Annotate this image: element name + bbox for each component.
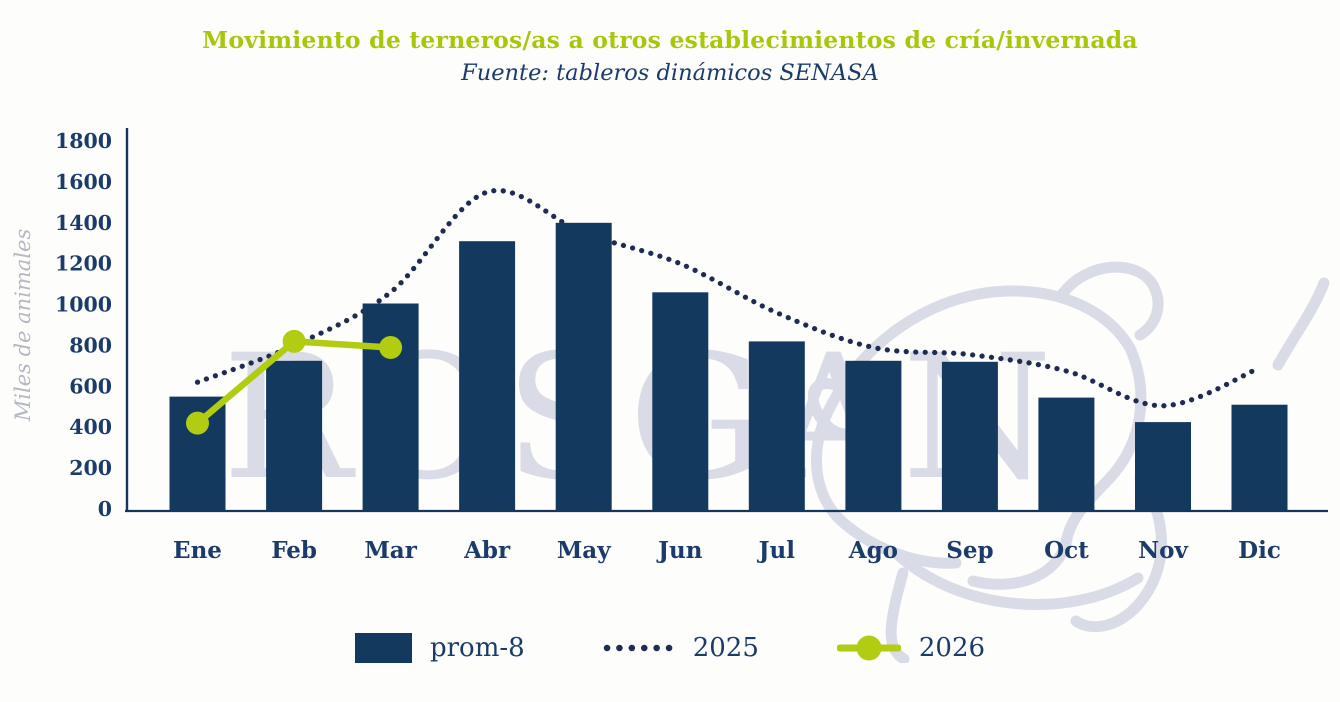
bar-may: [555, 222, 612, 512]
y-tick-200: 200: [69, 456, 112, 480]
y-tick-1000: 1000: [55, 293, 112, 317]
series-2025-dotted-line: [194, 187, 1263, 409]
x-tick-ene: Ene: [173, 537, 222, 564]
x-tick-feb: Feb: [271, 537, 317, 564]
marker-2026-0: [186, 411, 209, 435]
chart-legend: prom-8 2025 2026: [0, 633, 1340, 663]
bar-jul: [748, 341, 805, 511]
x-tick-jun: Jun: [656, 537, 703, 564]
bar-ago: [845, 360, 902, 511]
legend-label-prom8: prom-8: [429, 633, 525, 663]
x-tick-nov: Nov: [1138, 537, 1188, 564]
chart-plot-area: 0 200 400 600 800 1000 1200 1400 1600 1800 Miles d…: [11, 128, 1328, 564]
y-tick-1800: 1800: [55, 129, 112, 153]
bar-sep: [941, 361, 998, 511]
x-tick-dic: Dic: [1238, 537, 1281, 564]
bar-feb: [266, 360, 323, 511]
y-tick-labels: 0 200 400 600 800 1000 1200 1400 1600 1800: [55, 129, 112, 521]
chart-subtitle: Fuente: tableros dinámicos SENASA: [461, 60, 879, 86]
legend-item-2025: 2025: [603, 633, 759, 663]
y-tick-800: 800: [69, 333, 112, 357]
x-tick-may: May: [557, 537, 611, 564]
x-tick-mar: Mar: [364, 537, 417, 564]
bar-mar: [362, 303, 419, 511]
series-2026-line: [186, 329, 403, 435]
marker-2026-2: [379, 336, 403, 359]
y-tick-600: 600: [69, 374, 112, 398]
legend-item-prom8: prom-8: [354, 633, 525, 663]
bar-dic: [1231, 404, 1288, 511]
series-prom8-bars: [169, 222, 1288, 512]
x-tick-abr: Abr: [463, 537, 511, 564]
x-tick-jul: Jul: [757, 537, 796, 564]
green-line-marker-icon: [836, 635, 901, 661]
legend-label-2025: 2025: [692, 633, 759, 663]
y-tick-1200: 1200: [55, 252, 112, 276]
bar-abr: [459, 241, 516, 511]
x-tick-ago: Ago: [848, 537, 898, 564]
chart-header: Movimiento de terneros/as a otros establ…: [0, 26, 1340, 86]
legend-item-2026: 2026: [836, 633, 986, 663]
dotted-line-icon: [603, 644, 674, 652]
bar-jun: [652, 292, 709, 511]
y-tick-400: 400: [69, 415, 112, 439]
y-tick-1400: 1400: [55, 211, 112, 235]
y-tick-0: 0: [98, 497, 112, 521]
marker-2026-1: [282, 329, 306, 353]
legend-label-2026: 2026: [918, 633, 986, 663]
x-tick-oct: Oct: [1044, 537, 1089, 564]
y-axis-title: Miles de animales: [11, 229, 35, 423]
bar-swatch-icon: [354, 633, 412, 663]
bar-oct: [1038, 397, 1095, 511]
bar-nov: [1135, 422, 1191, 511]
x-tick-labels: Ene Feb Mar Abr May Jun Jul Ago Sep Oct Nov Dic: [173, 537, 1281, 564]
x-tick-sep: Sep: [946, 537, 993, 564]
watermark-text: ROSGAN: [222, 317, 1059, 518]
y-tick-1600: 1600: [55, 170, 112, 194]
chart-title: Movimiento de terneros/as a otros establ…: [202, 26, 1138, 54]
